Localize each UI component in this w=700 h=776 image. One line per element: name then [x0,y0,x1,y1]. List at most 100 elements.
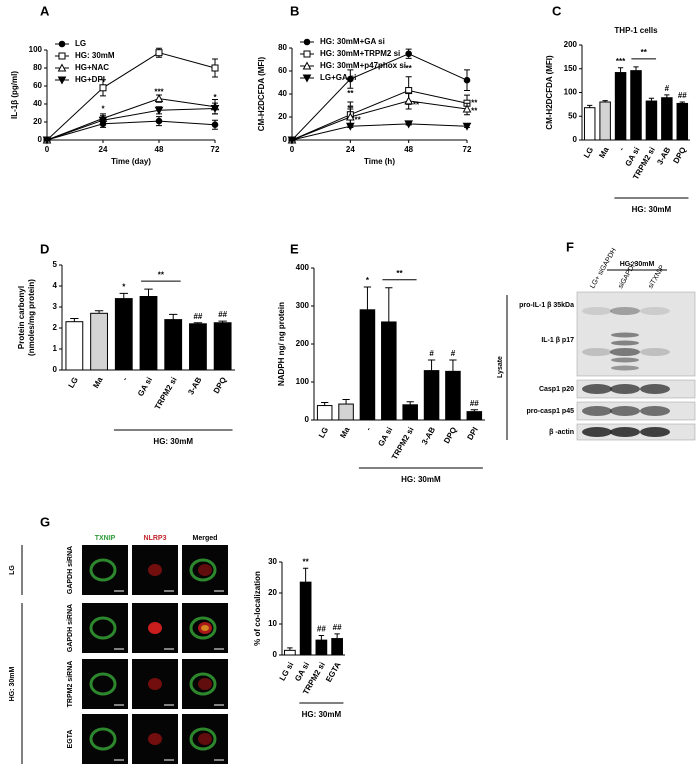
series-line [291,123,468,141]
blot-band [611,332,639,338]
marker [155,49,163,57]
y-tick-label: 4 [53,281,58,290]
band-label: pro-IL-1 β 35kDa [519,302,574,309]
y-tick-label: 5 [53,260,58,269]
x-tick-label: - [120,375,129,382]
y-tick-label: 0 [273,650,278,659]
cell-stain [189,558,217,582]
row-group-label: HG: 30mM [9,667,16,702]
legend-label: HG: 30mM+p47phox si [320,61,406,70]
blot-band [582,384,612,394]
y-tick-label: 1 [53,344,58,353]
error-bar [427,359,436,371]
error-bar [318,634,325,641]
y-tick-label: 400 [296,263,310,272]
error-bar [70,318,79,322]
annotation: # [429,349,434,358]
blot-band [582,427,612,437]
bar [164,319,183,371]
micrograph [82,714,128,764]
y-axis-label: Protein carbonyl [17,286,26,349]
cell-stain [189,727,217,751]
panel-letter: G [40,514,50,529]
bar [359,309,376,421]
x-tick-label: LG [67,376,80,390]
blot-band [640,307,670,315]
legend-label: HG+DPI [75,75,105,84]
marker [303,38,311,46]
annotation: * [213,93,217,102]
marker [302,61,312,70]
series-line [291,100,468,141]
error-bar [633,66,639,71]
annotation: ** [303,557,310,566]
blot-band [640,348,670,356]
error-bar [449,359,457,372]
y-tick-label: 150 [564,64,578,73]
x-axis-label: Time (h) [364,157,395,166]
bar [189,323,207,371]
marker [211,121,219,128]
x-tick-label: EGTA [324,660,343,683]
x-tick-label: DPQ [212,376,228,396]
x-tick-label: TRPM2 si [153,376,179,412]
x-axis-label: Time (day) [111,157,151,166]
error-bar [302,567,309,583]
group-label: HG: 30mM [632,205,672,214]
bar [402,404,418,421]
cell-stain [198,733,212,745]
y-tick-label: 20 [278,112,287,121]
y-tick-label: 0 [38,135,43,144]
marker [154,106,164,115]
y-tick-label: 2 [53,323,58,332]
y-tick-label: 30 [268,557,277,566]
marker [98,116,108,125]
cell-stain [89,616,117,640]
lane-label: LG+ siGAPDH [589,247,618,290]
micrograph [82,659,128,709]
bar [583,107,596,141]
error-bar [169,313,178,320]
annotation: ## [317,625,326,634]
y-tick-label: 200 [564,40,578,49]
y-tick-label: 200 [296,339,310,348]
group-label: HG: 30mM [302,710,342,719]
y-tick-label: 3 [53,302,58,311]
bar [315,639,328,656]
bar [381,321,397,421]
marker [57,63,67,72]
marker [58,40,66,48]
y-axis-label: (nmoles/mg protein) [27,279,36,356]
y-axis-label: % of co-localization [253,571,262,646]
cell-stain [89,727,117,751]
panel-letter: E [290,241,299,256]
legend-label: HG: 30mM+TRPM2 si [320,49,400,58]
y-tick-label: 10 [268,619,277,628]
y-tick-label: 300 [296,301,310,310]
blot-band [610,406,640,416]
x-tick-label: 3-AB [186,375,203,396]
annotation: ## [333,623,342,632]
y-tick-label: 60 [33,81,42,90]
y-tick-label: 100 [296,377,310,386]
annotation: ## [678,91,687,100]
cell-stain [189,616,217,640]
error-bar [363,286,372,310]
panel-letter: B [290,3,299,18]
y-axis-label: NADPH ng/ ng protein [277,302,286,386]
column-label: Merged [193,535,218,542]
marker [302,74,312,83]
annotation: ** [406,64,413,73]
annotation: * [366,276,370,285]
legend-label: HG: 30mM+GA si [320,37,385,46]
x-tick-label: Ma [91,375,105,390]
bar [65,321,84,371]
column-label: TXNIP [95,535,116,542]
band-label: IL-1 β p17 [541,337,574,344]
marker [303,50,311,58]
annotation: ** [641,48,648,57]
error-bar [119,292,128,299]
column-label: NLRP3 [144,535,167,542]
error-bar [334,633,340,639]
